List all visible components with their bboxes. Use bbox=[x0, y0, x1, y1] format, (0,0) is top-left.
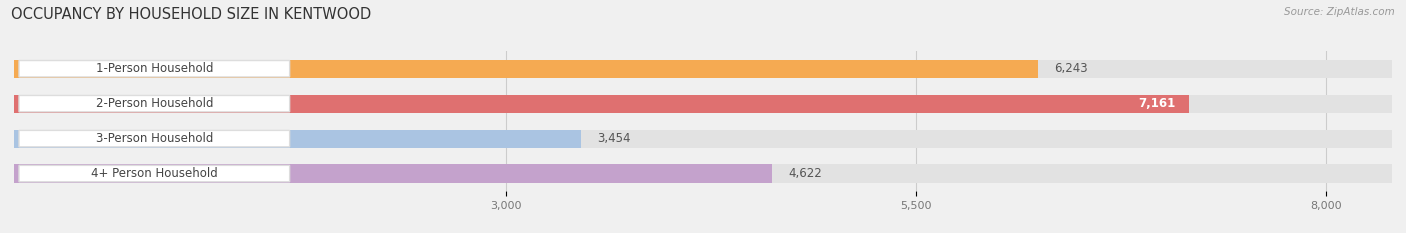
Text: 7,161: 7,161 bbox=[1139, 97, 1175, 110]
Text: 3,454: 3,454 bbox=[598, 132, 630, 145]
FancyBboxPatch shape bbox=[20, 96, 290, 112]
Text: 3-Person Household: 3-Person Household bbox=[96, 132, 212, 145]
Text: Source: ZipAtlas.com: Source: ZipAtlas.com bbox=[1284, 7, 1395, 17]
Text: 6,243: 6,243 bbox=[1054, 62, 1088, 75]
FancyBboxPatch shape bbox=[20, 165, 290, 182]
Bar bbox=[14, 130, 1392, 148]
FancyBboxPatch shape bbox=[20, 130, 290, 147]
Text: 4+ Person Household: 4+ Person Household bbox=[91, 167, 218, 180]
Bar bbox=[14, 95, 1188, 113]
Text: 4,622: 4,622 bbox=[789, 167, 823, 180]
Text: 2-Person Household: 2-Person Household bbox=[96, 97, 214, 110]
Bar bbox=[14, 164, 1392, 183]
Bar bbox=[14, 60, 1038, 78]
Bar bbox=[14, 95, 1392, 113]
Bar bbox=[14, 164, 772, 183]
Text: 1-Person Household: 1-Person Household bbox=[96, 62, 214, 75]
Bar bbox=[14, 60, 1392, 78]
FancyBboxPatch shape bbox=[20, 61, 290, 77]
Text: OCCUPANCY BY HOUSEHOLD SIZE IN KENTWOOD: OCCUPANCY BY HOUSEHOLD SIZE IN KENTWOOD bbox=[11, 7, 371, 22]
Bar bbox=[14, 130, 581, 148]
